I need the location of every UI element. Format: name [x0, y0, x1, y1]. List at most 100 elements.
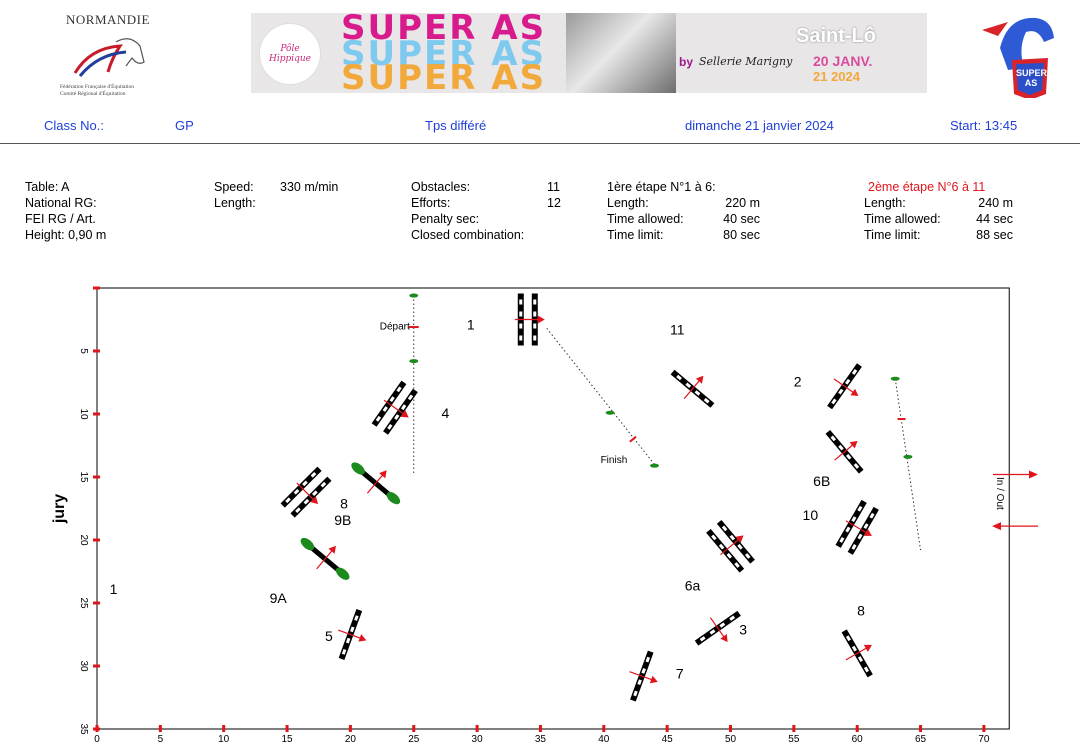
efforts-value: 12 — [547, 196, 561, 210]
banner-date-2: 21 2024 — [813, 69, 860, 84]
course-map: 0 5 10 15 20 25 30 35 40 45 50 55 60 65 70510152025303… — [51, 286, 1038, 744]
pole-stripe — [851, 645, 857, 652]
y-tick-label: 5 — [78, 348, 89, 354]
pole-stripe — [699, 636, 706, 642]
stage-2-labels: 2ème étape N°6 à 11 Length: Time allowed… — [864, 179, 985, 243]
jump-direction — [709, 617, 725, 638]
logo-line-1: Fédération Française d'Équitation — [60, 84, 134, 90]
x-tick-label: 40 — [598, 734, 610, 744]
pole-stripe — [350, 626, 355, 633]
pole-stripe — [721, 525, 728, 532]
jump-direction — [316, 550, 333, 570]
x-tick-mark — [729, 725, 732, 732]
pole-stripe — [851, 369, 858, 375]
jump-direction-arrow — [379, 470, 387, 479]
fence-height: Height: 0,90 m — [25, 228, 107, 242]
pole-stripe — [838, 388, 844, 395]
obstacles-value: 11 — [547, 180, 560, 194]
finish-label: Finish — [601, 455, 628, 466]
pole-stripe — [285, 497, 291, 504]
pole-stripe — [533, 311, 537, 317]
x-tick-mark — [475, 725, 479, 732]
x-tick-mark — [855, 725, 859, 732]
banner-date-1: 20 JANV. — [813, 53, 873, 69]
fence-3 — [694, 610, 741, 646]
pole-stripe — [407, 394, 414, 401]
stage-1-labels: 1ère étape N°1 à 6: Length: Time allowed… — [607, 179, 716, 243]
warmup-line — [894, 378, 922, 551]
super-as-horse-icon — [982, 17, 1054, 100]
pole-stripe — [637, 679, 642, 686]
x-tick-mark — [158, 725, 162, 732]
stage-2-allowed-label: Time allowed: — [864, 212, 941, 226]
stage-2-length-label: Length: — [864, 196, 906, 210]
pole-stripe — [845, 635, 851, 642]
pole-stripe — [726, 552, 733, 559]
pole-stripe — [396, 386, 402, 393]
stage-2-length-value: 240 m — [978, 196, 1013, 210]
banner-word-1: SUPER AS — [341, 13, 547, 48]
jump-direction-arrow — [358, 634, 367, 642]
finish-flag — [649, 463, 659, 468]
fence-number: 6B — [813, 473, 830, 489]
jump-direction-arrow — [850, 388, 859, 397]
pole-stripe — [382, 406, 388, 412]
x-tick-label: 70 — [978, 734, 990, 744]
y-tick-mark — [93, 349, 100, 353]
fence-number: 10 — [803, 507, 819, 523]
finish-flag — [605, 410, 615, 415]
fence-8 — [841, 629, 873, 678]
x-tick-label: 0 — [94, 734, 100, 744]
pole-stripe — [295, 507, 301, 513]
pole-stripe — [310, 471, 317, 478]
stage-1-length-value: 220 m — [725, 196, 760, 210]
x-tick-label: 50 — [725, 734, 737, 744]
jump-direction — [383, 399, 405, 415]
stage-1-allowed-value: 40 sec — [723, 212, 760, 226]
table-type: Table: A — [25, 180, 70, 194]
pole-stripe — [734, 562, 740, 568]
jump-direction — [833, 378, 854, 394]
stage-1-limit-label: Time limit: — [607, 228, 664, 242]
info-col-3: Obstacles: Efforts: Penalty sec: Closed … — [411, 179, 524, 243]
x-tick-label: 35 — [535, 734, 547, 744]
pole-stripe — [293, 488, 300, 495]
x-tick-mark — [665, 725, 669, 732]
finish-line — [546, 328, 655, 465]
fence-number: 9A — [270, 590, 288, 606]
jump-direction — [366, 474, 384, 494]
pole-stripe — [389, 396, 395, 403]
jump-direction-arrow — [849, 440, 858, 449]
event-banner: Pôle Hippique SUPER AS SUPER AS SUPER AS… — [251, 13, 927, 93]
marker-dash — [897, 418, 906, 421]
pole-stripe — [839, 537, 845, 543]
stage-2-allowed-value: 44 sec — [976, 212, 1013, 226]
fence-4 — [371, 380, 418, 435]
pole-stripe — [729, 615, 736, 621]
fence-number: 8 — [340, 496, 348, 512]
pole-stripe — [676, 374, 682, 381]
stage-2-limit-value: 88 sec — [976, 228, 1013, 242]
jump-direction-arrow — [649, 675, 658, 684]
logo-line-2: Comité Régional d'Équitation — [60, 91, 126, 97]
y-tick-mark — [93, 664, 100, 668]
x-tick-label: 55 — [788, 734, 800, 744]
scoring-mode: Tps différé — [425, 118, 487, 133]
obstacles-label: Obstacles: — [411, 180, 471, 194]
fence-9b — [351, 462, 401, 505]
fence-1 — [514, 293, 545, 346]
jump-direction — [337, 629, 361, 639]
seal-badge: Pôle Hippique — [259, 23, 321, 85]
info-col-1: Table: A National RG: FEI RG / Art. Heig… — [25, 179, 106, 243]
y-tick-mark — [93, 601, 100, 605]
pole-stripe — [533, 335, 537, 341]
x-tick-label: 15 — [281, 734, 293, 744]
info-col-3-values: 11 12 — [547, 179, 561, 211]
jump-direction-arrow — [310, 496, 319, 505]
pole-stripe — [851, 544, 857, 550]
stage-1-limit-value: 80 sec — [723, 228, 760, 242]
pole-stripe — [718, 543, 725, 550]
pole-stripe — [737, 543, 743, 550]
fence-11 — [670, 369, 715, 408]
fence-5 — [337, 609, 367, 660]
